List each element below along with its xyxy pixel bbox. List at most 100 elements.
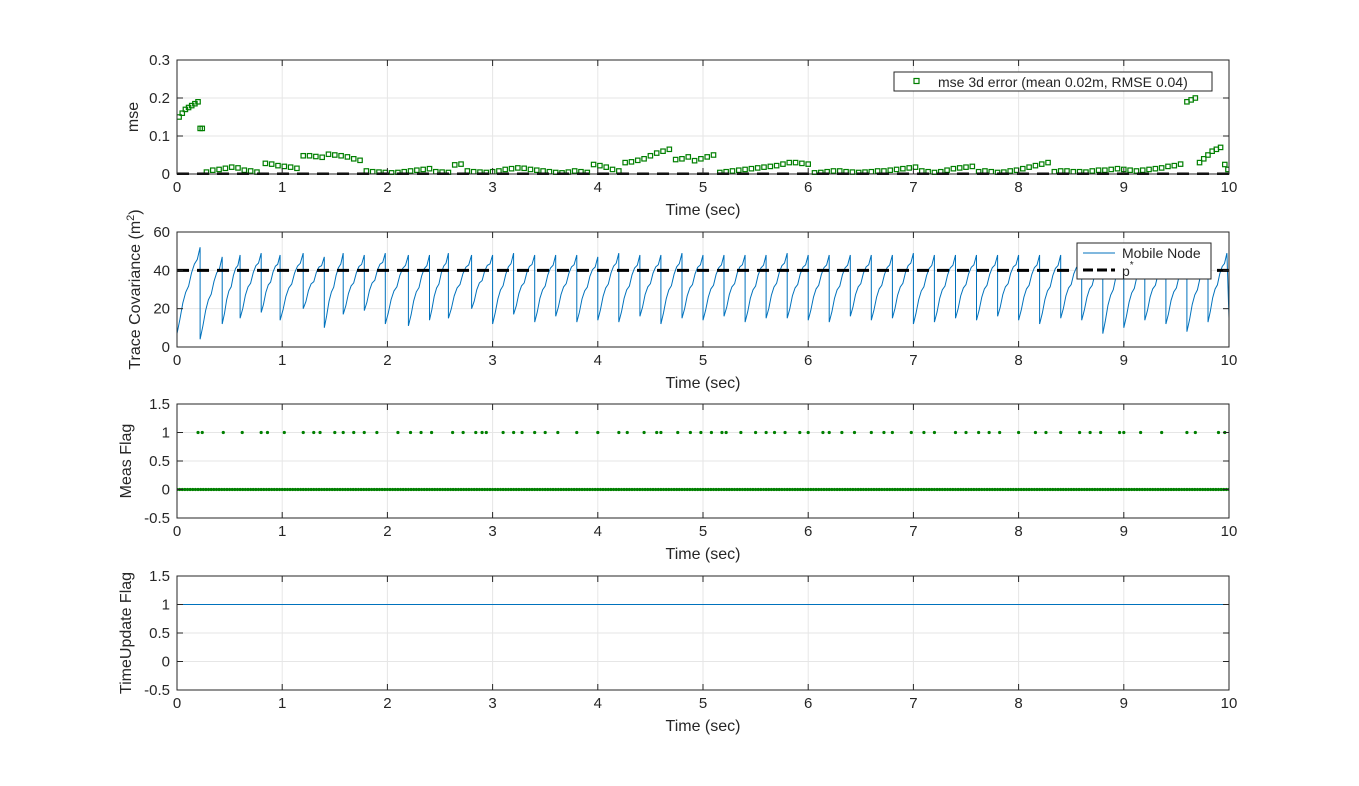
data-point-zero (564, 487, 568, 492)
data-point-zero (280, 487, 284, 492)
data-point-zero (462, 487, 466, 492)
data-point-zero (606, 487, 610, 492)
data-point-zero (785, 487, 789, 492)
data-point-zero (743, 487, 747, 492)
data-point-zero (940, 487, 944, 492)
data-point (1196, 159, 1203, 166)
y-axis-label-end: ) (127, 209, 144, 214)
data-point-zero (680, 487, 684, 492)
data-point (679, 156, 685, 162)
data-point-zero (867, 487, 871, 492)
data-point (754, 165, 761, 171)
data-point-one (1139, 430, 1143, 435)
data-point-zero (238, 487, 242, 492)
data-point-zero (1211, 487, 1215, 492)
data-point-one (419, 430, 423, 435)
data-point-zero (525, 487, 529, 492)
data-point (241, 167, 248, 174)
data-point (647, 152, 654, 159)
y-tick-label: 0 (162, 339, 170, 356)
data-point-one (265, 430, 270, 435)
data-point-one (1216, 430, 1221, 435)
data-point (944, 167, 950, 174)
data-point-zero (1145, 487, 1150, 492)
data-point (1152, 165, 1159, 172)
data-point-zero (995, 487, 1000, 492)
series-line (177, 247, 1229, 340)
legend-entry-mobile-node: Mobile Node (1122, 245, 1201, 261)
data-point-one (739, 430, 743, 435)
x-tick-label: 3 (488, 352, 496, 369)
data-point-zero (782, 487, 787, 492)
data-point-zero (1119, 487, 1123, 492)
data-point-zero (456, 487, 461, 492)
data-point-one (676, 430, 680, 435)
data-point-zero (625, 487, 629, 492)
y-tick-label: 0 (162, 482, 170, 499)
x-tick-label: 9 (1120, 523, 1128, 540)
data-point-zero (832, 487, 837, 492)
data-point-one (259, 430, 263, 435)
data-point-zero (1127, 487, 1131, 492)
data-point-zero (309, 487, 313, 492)
data-point-zero (346, 487, 350, 492)
data-point (515, 165, 521, 171)
x-tick-label: 0 (173, 523, 181, 540)
y-tick-label: 0.3 (149, 52, 170, 69)
data-point-zero (1077, 487, 1081, 492)
data-point-zero (690, 487, 695, 492)
data-point-one (429, 430, 434, 435)
x-tick-label: 5 (699, 695, 707, 712)
data-point-zero (853, 487, 858, 492)
data-point-zero (409, 487, 413, 492)
data-point-zero (419, 487, 424, 492)
data-point-one (882, 430, 886, 435)
x-tick-label: 9 (1120, 695, 1128, 712)
data-point-zero (454, 487, 458, 492)
legend-star: * (1130, 260, 1134, 271)
data-point-zero (651, 487, 655, 492)
data-point-zero (967, 487, 971, 492)
data-point (780, 161, 786, 167)
data-point (247, 168, 254, 174)
data-point-zero (1201, 487, 1205, 492)
x-axis-label: Time (sec) (666, 718, 741, 735)
x-tick-label: 1 (278, 695, 286, 712)
data-point-zero (898, 487, 902, 492)
data-point (653, 150, 660, 156)
data-point-zero (1088, 487, 1092, 492)
data-point-zero (575, 487, 579, 492)
data-point-zero (1072, 487, 1076, 492)
data-point-zero (796, 487, 800, 492)
data-point-zero (719, 487, 724, 492)
data-point (451, 162, 458, 168)
data-point (748, 165, 755, 172)
data-point-zero (977, 487, 981, 492)
data-point (1089, 168, 1096, 174)
data-point (306, 152, 313, 159)
data-point-zero (1098, 487, 1102, 492)
data-point-zero (267, 487, 271, 492)
data-point-zero (1185, 487, 1189, 492)
data-point (458, 161, 464, 167)
data-point-zero (740, 487, 745, 492)
data-point-zero (343, 487, 347, 492)
data-point-zero (193, 487, 198, 492)
data-point (275, 162, 281, 169)
data-point-zero (685, 487, 689, 492)
data-point-zero (498, 487, 503, 492)
data-point (830, 168, 837, 174)
data-point-zero (493, 487, 497, 492)
data-point-zero (441, 487, 445, 492)
data-point-zero (333, 487, 337, 492)
y-tick-label: 0 (162, 654, 170, 671)
data-point-zero (1001, 487, 1005, 492)
data-point (660, 148, 666, 155)
data-point (887, 167, 894, 174)
data-point (216, 166, 222, 173)
data-point-zero (451, 487, 455, 492)
chart-panel-2: 0 1 2 3 4 5 6 7 8 9 10 0 20 40 60 Time (sec) Trace Covar… (125, 209, 1237, 392)
